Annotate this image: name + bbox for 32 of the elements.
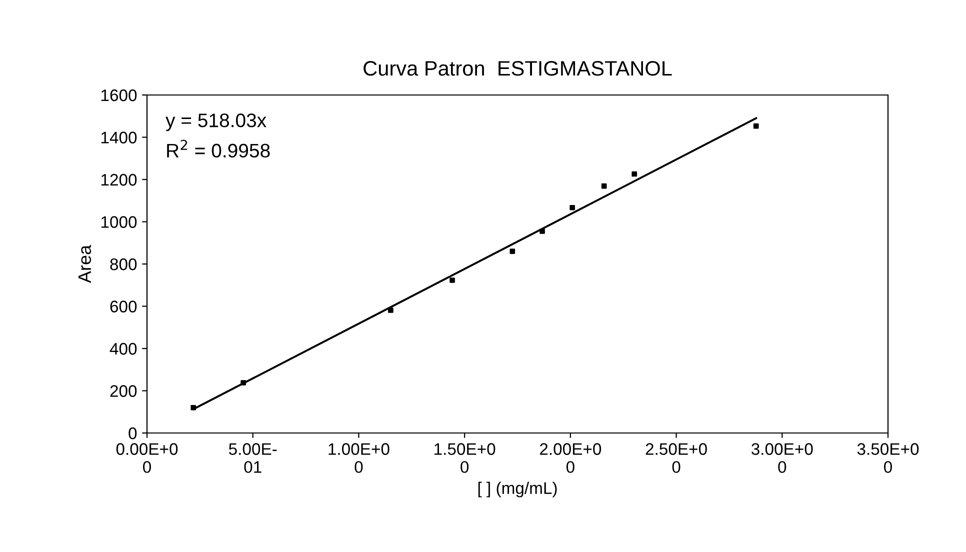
point — [753, 123, 759, 129]
y-tick-label: 200 — [110, 385, 137, 397]
point — [510, 248, 516, 254]
point — [570, 204, 575, 210]
point — [450, 278, 455, 283]
annotation: y = 518.03x — [166, 113, 266, 132]
point — [190, 404, 196, 410]
x-tick-label: 2.00E+00 — [540, 443, 602, 473]
x-axis-title: [ ] (mg/mL) — [478, 482, 557, 498]
x-tick-label: 5.00E-01 — [228, 443, 277, 473]
chart-title: Curva Patron ESTIGMASTANOL — [364, 61, 672, 76]
y-axis-title: Area — [78, 244, 92, 284]
y-tick-label: 800 — [110, 258, 137, 270]
y-tick-label: 1400 — [101, 132, 137, 144]
annotation: R$^{2}$ = 0.9958 — [167, 140, 270, 158]
point — [540, 228, 545, 234]
point — [388, 308, 394, 313]
point — [601, 183, 607, 189]
y-tick-label: 0 — [128, 427, 137, 440]
x-tick-label: 3.50E+00 — [857, 443, 919, 473]
point — [632, 171, 638, 177]
y-tick-label: 1600 — [101, 89, 137, 102]
y-tick-label: 600 — [110, 300, 137, 312]
x-tick-label: 2.50E+00 — [646, 443, 707, 473]
y-tick-label: 400 — [110, 342, 137, 355]
x-tick-label: 1.50E+00 — [434, 443, 496, 473]
y-tick-label: 1000 — [101, 216, 137, 228]
x-tick-label: 1.00E+00 — [328, 443, 390, 473]
x-tick-label: 3.00E+00 — [752, 443, 813, 473]
y-tick-label: 1200 — [101, 174, 137, 186]
x-tick-label: 0.00E+00 — [116, 443, 178, 473]
point — [240, 380, 246, 386]
